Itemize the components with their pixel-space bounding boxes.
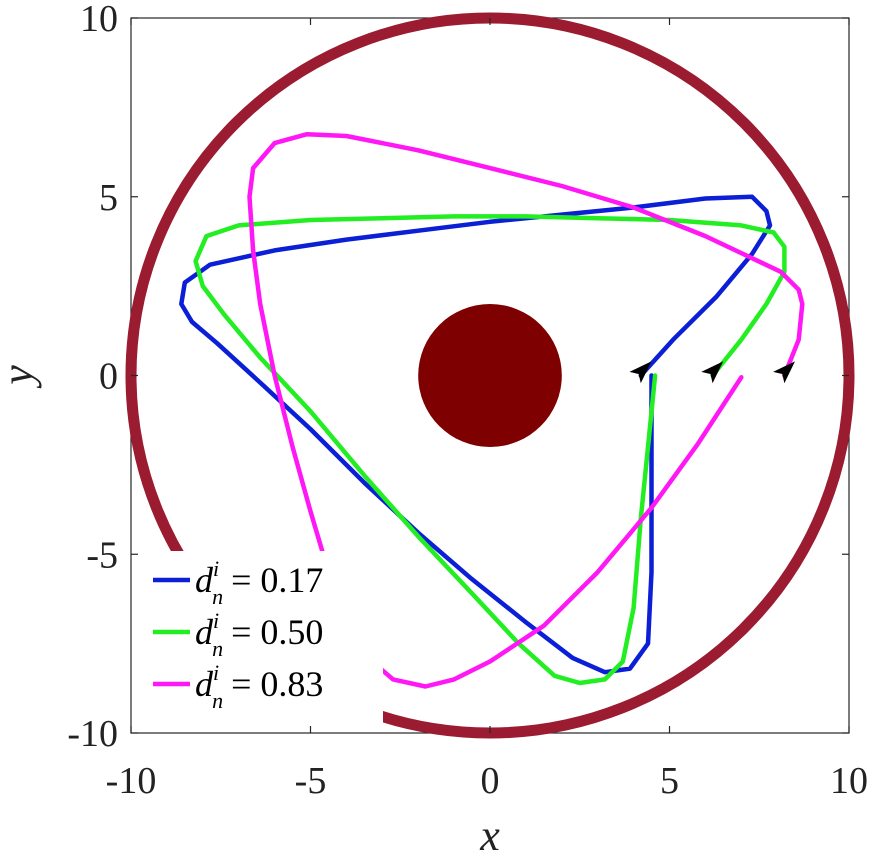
legend-label-2: di n = 0.83 (195, 660, 323, 713)
y-axis-label: y (0, 365, 42, 389)
x-tick-label: 10 (830, 760, 868, 802)
x-tick-label: 0 (481, 760, 500, 802)
x-axis-label: x (479, 811, 500, 856)
series-line-0 (179, 194, 773, 675)
x-tick-label: -10 (106, 760, 157, 802)
x-tick-label: 5 (660, 760, 679, 802)
start-arrowhead-0 (629, 361, 652, 384)
series-line-1 (193, 214, 787, 686)
series-line-2 (247, 131, 805, 689)
x-tick-label: -5 (295, 760, 327, 802)
y-tick-label: 10 (80, 0, 118, 40)
y-tick-label: 0 (99, 356, 118, 398)
obstacle-disk (418, 304, 562, 447)
series-layer (179, 131, 805, 689)
y-tick-label: 5 (99, 177, 118, 219)
legend-label-0: di n = 0.17 (195, 556, 323, 609)
legend-label-1: di n = 0.50 (195, 608, 323, 661)
start-arrowhead-2 (773, 361, 795, 384)
y-tick-label: -5 (86, 534, 118, 576)
y-tick-label: -10 (67, 713, 118, 755)
ticks-layer: -10 -5 0 5 10 -10 -5 0 5 10 (67, 0, 868, 802)
start-arrowhead-1 (701, 361, 724, 384)
